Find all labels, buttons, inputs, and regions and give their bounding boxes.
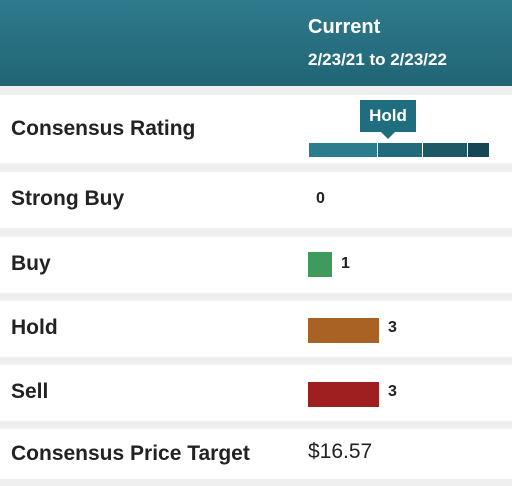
rating-tooltip: Hold bbox=[360, 100, 416, 132]
rating-scale-segment-1 bbox=[309, 143, 377, 157]
sell-row: Sell 3 bbox=[0, 365, 512, 421]
sell-label: Sell bbox=[11, 380, 49, 403]
date-range: 2/23/21 to 2/23/22 bbox=[308, 50, 447, 69]
buy-bar bbox=[308, 252, 332, 277]
consensus-rating-row: Consensus Rating bbox=[0, 95, 512, 163]
rating-scale-segment-4 bbox=[468, 143, 489, 157]
rating-scale-segment-3 bbox=[423, 143, 467, 157]
buy-row: Buy 1 bbox=[0, 237, 512, 293]
hold-label: Hold bbox=[11, 316, 58, 339]
hold-row: Hold 3 bbox=[0, 301, 512, 357]
strong-buy-label: Strong Buy bbox=[11, 187, 125, 210]
buy-count: 1 bbox=[341, 255, 350, 272]
tooltip-arrow bbox=[381, 132, 395, 139]
rating-scale-segment-2 bbox=[378, 143, 422, 157]
strong-buy-row: Strong Buy 0 bbox=[0, 172, 512, 228]
buy-label: Buy bbox=[11, 252, 51, 275]
sell-count: 3 bbox=[388, 383, 397, 400]
consensus-rating-label: Consensus Rating bbox=[11, 117, 196, 140]
price-target-label: Consensus Price Target bbox=[11, 442, 250, 465]
sell-bar bbox=[308, 382, 379, 407]
column-title: Current bbox=[308, 16, 381, 38]
hold-count: 3 bbox=[388, 319, 397, 336]
price-target-value: $16.57 bbox=[308, 440, 373, 463]
hold-bar bbox=[308, 318, 379, 343]
strong-buy-count: 0 bbox=[316, 190, 325, 207]
price-target-row: Consensus Price Target bbox=[0, 429, 512, 479]
table-header: Current 2/23/21 to 2/23/22 bbox=[0, 0, 512, 86]
